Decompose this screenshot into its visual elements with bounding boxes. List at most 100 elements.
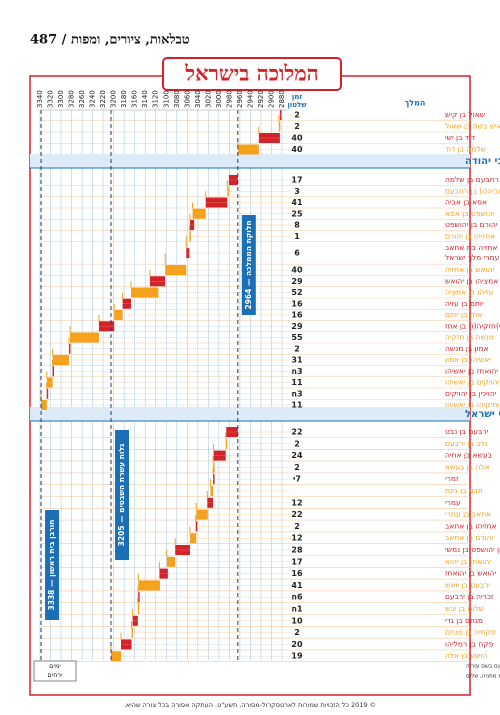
reign-bar — [149, 276, 166, 287]
king-name: יהורם בן אחאב — [445, 533, 494, 542]
section-band — [30, 154, 470, 168]
reign: 2 — [294, 628, 300, 637]
king-name: (י)חזקיה(ו) בן אחז — [445, 321, 500, 330]
king-name: אחז בן יותם — [445, 310, 482, 319]
king-name: יאשיהו בן אמון — [445, 355, 491, 364]
reign: 24 — [291, 451, 303, 460]
x-tick-label: 3240 — [89, 90, 97, 108]
king-name: אלה בן בעשא — [445, 462, 490, 471]
king-name: שאול בן קיש — [445, 110, 485, 119]
reign-bar — [98, 321, 115, 332]
x-tick-label: 3000 — [215, 90, 223, 108]
legend-entry: ימים — [49, 662, 61, 670]
reign: 31 — [291, 356, 303, 365]
x-tick-label: 3080 — [173, 90, 181, 108]
king-name: יהואחז בן יהוא — [445, 557, 491, 566]
king-name: עזיהו בן אמציה — [445, 288, 493, 297]
frame — [29, 75, 471, 696]
reign-bar — [121, 639, 132, 650]
section-title: מלכי ישראל — [465, 409, 500, 420]
grid: 3340 3320 3300 3280 3260 3240 3220 3200 3180 3160… — [36, 90, 470, 663]
reign-bar — [210, 486, 214, 496]
king-name: יותם בן עזיה — [445, 299, 484, 308]
king-name: אביה(ו) בן רחבעם — [445, 186, 500, 195]
event-box — [45, 510, 60, 620]
reign: 2 — [294, 522, 300, 531]
event-label: חורבן בית ראשון — 3338 — [47, 520, 56, 611]
reign: 8 — [294, 221, 300, 230]
king-name: זכריה בן ירבעם — [445, 592, 494, 601]
reign: 6 — [294, 249, 300, 258]
x-tick-label: 3060 — [183, 90, 191, 108]
x-tick-label: 3200 — [110, 90, 118, 108]
x-tick-label: 2940 — [246, 90, 254, 108]
king-name: תבני בן גינת — [445, 486, 483, 495]
x-tick-label: 3160 — [131, 90, 139, 108]
king-name: אסא בן אביה — [445, 198, 487, 207]
reign: 6ח — [291, 593, 303, 602]
x-tick-label: 3180 — [120, 90, 128, 108]
reign: 2 — [294, 122, 300, 131]
king-name: שלום בן יבש — [445, 604, 484, 613]
king-name: אמון בן מנשה — [445, 344, 489, 353]
x-tick-label: 3300 — [57, 90, 65, 108]
king-name: ירבעם בן נבט — [445, 427, 489, 436]
x-tick-label: 3100 — [162, 90, 170, 108]
chart-title: המלוכה בישראל — [184, 61, 319, 86]
reign: 16 — [291, 569, 303, 578]
king-name: מנשה בן חזקיה — [445, 333, 494, 342]
king-name: יהורם בן יהושפט — [445, 220, 498, 229]
king-header: המלך — [405, 99, 426, 108]
reign-header: שלטון — [287, 101, 307, 109]
reign: 7י — [293, 475, 301, 484]
x-tick-label: 3040 — [194, 90, 202, 108]
king-name: שלמה בן דוד — [445, 145, 486, 154]
king-name: ירבעם בן יואש — [445, 580, 490, 589]
reign: 40 — [291, 145, 303, 154]
reign: 11 — [291, 401, 303, 410]
x-tick-label: 2920 — [257, 90, 265, 108]
reign: 3ח — [291, 367, 302, 376]
reign: 41 — [291, 198, 303, 207]
reign: 28 — [291, 546, 303, 555]
reign-header: זמן — [292, 93, 302, 101]
reign: 16 — [291, 311, 303, 320]
section-title: מלכי יהודה — [465, 156, 500, 167]
reign: 22 — [291, 510, 302, 519]
king-name: נדב בן ירבעם — [445, 439, 488, 448]
king-name: עמרי — [445, 498, 461, 507]
king-name: דוד בן ישי — [445, 133, 475, 142]
reign: 17 — [291, 557, 302, 566]
reign: 40 — [291, 266, 303, 275]
reign: 11 — [291, 378, 303, 387]
king-name: יהואש בן יהואחז — [445, 569, 497, 578]
x-tick-label: 2960 — [236, 90, 244, 108]
reign: 25 — [291, 209, 303, 218]
legend-entry: ירחים — [47, 671, 63, 679]
king-name: פקחיה בן מנחם — [445, 628, 496, 637]
reign: 2 — [294, 344, 300, 353]
king-name: רחבעם בן שלמה — [445, 175, 499, 184]
king-name: בעשא בן אחיה — [445, 451, 493, 460]
x-tick-label: 2980 — [225, 90, 233, 108]
event-box — [115, 430, 130, 560]
event-box — [241, 215, 256, 315]
reign: 20 — [291, 640, 303, 649]
king-name: זמרי — [445, 474, 459, 483]
king-name: פקח בן רמליהו — [445, 639, 494, 648]
reign: 1 — [294, 232, 300, 241]
king-name: יהושפט בן אסא — [445, 209, 495, 218]
event-label: חלוקת הממלכה — 2964 — [244, 220, 253, 309]
reign: 29 — [291, 277, 303, 286]
x-tick-label: 2900 — [267, 90, 275, 108]
reign: 3ח — [291, 389, 302, 398]
king-name: יהויכין בן יהויקים — [445, 389, 497, 398]
reign: 40 — [291, 134, 303, 143]
footnote: 1 נודע גם בשם אשבעל 2 נודע גם בשם אבים 3… — [466, 663, 500, 670]
king-name: מנחם בן גדי — [445, 616, 483, 625]
copyright: © 2019 כל הזכויות שמורות לארטסקרול-מסורה… — [124, 701, 376, 709]
king-name: אמציהו בן יהואש — [445, 276, 498, 285]
x-tick-label: 3260 — [78, 90, 86, 108]
